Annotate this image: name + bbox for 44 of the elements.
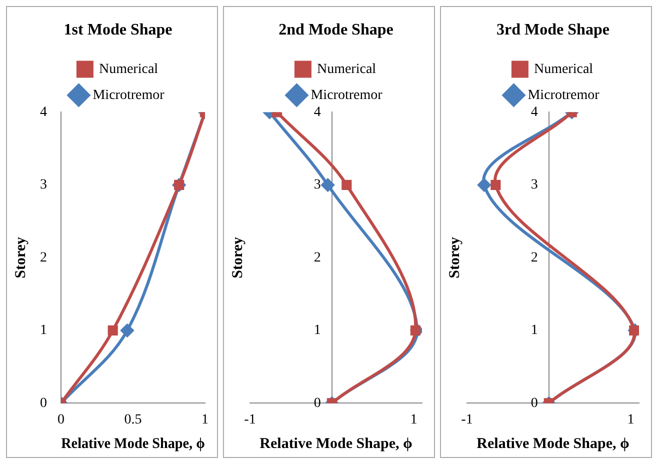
x-tick-label: 1 [627,412,634,428]
legend-label: Numerical [534,62,594,77]
y-tick-label: 4 [40,104,47,120]
y-tick-label: 3 [530,178,538,193]
chart-title: 1st Mode Shape [64,22,172,39]
legend-label: Numerical [98,62,158,77]
y-tick-label: 3 [40,178,47,193]
point [410,325,420,336]
legend-label: Microtremor [310,88,383,103]
point [490,180,501,190]
point [478,178,491,192]
y-tick-label: 2 [530,250,538,266]
x-axis-title: Relative Mode Shape, ϕ [260,436,412,452]
chart-title: 2nd Mode Shape [278,22,394,39]
y-tick-label: 1 [314,323,321,338]
y-tick-label: 3 [314,178,321,193]
y-tick-label: 4 [314,104,321,120]
y-tick-label: 0 [40,396,47,411]
legend-label: Numerical [316,62,376,77]
x-tick-label: -1 [461,412,473,428]
y-axis-title: Storey [230,236,246,278]
y-tick-label: 2 [314,250,321,266]
point [120,324,134,337]
legend-label: Microtremor [92,88,165,103]
legend-label: Microtremor [528,88,600,103]
x-tick-label: -1 [244,412,256,428]
point [321,178,334,192]
y-axis-title: Storey [446,236,463,278]
y-tick-label: 4 [530,104,538,120]
point [342,180,352,190]
x-axis-title: Relative Mode Shape, ϕ [476,436,630,452]
point [629,325,639,336]
x-tick-label: 1 [410,412,418,428]
y-tick-label: 0 [314,396,321,411]
x-tick-label: 0 [58,412,64,428]
y-tick-label: 2 [40,250,47,266]
x-axis-title: Relative Mode Shape, ϕ [61,436,205,452]
y-tick-label: 1 [40,323,47,338]
chart-title: 3rd Mode Shape [496,22,610,39]
x-tick-label: 1 [202,412,208,428]
y-axis-title: Storey [12,236,29,278]
x-tick-label: 0.5 [124,412,142,428]
y-tick-label: 1 [530,323,538,338]
y-tick-label: 0 [530,396,538,411]
